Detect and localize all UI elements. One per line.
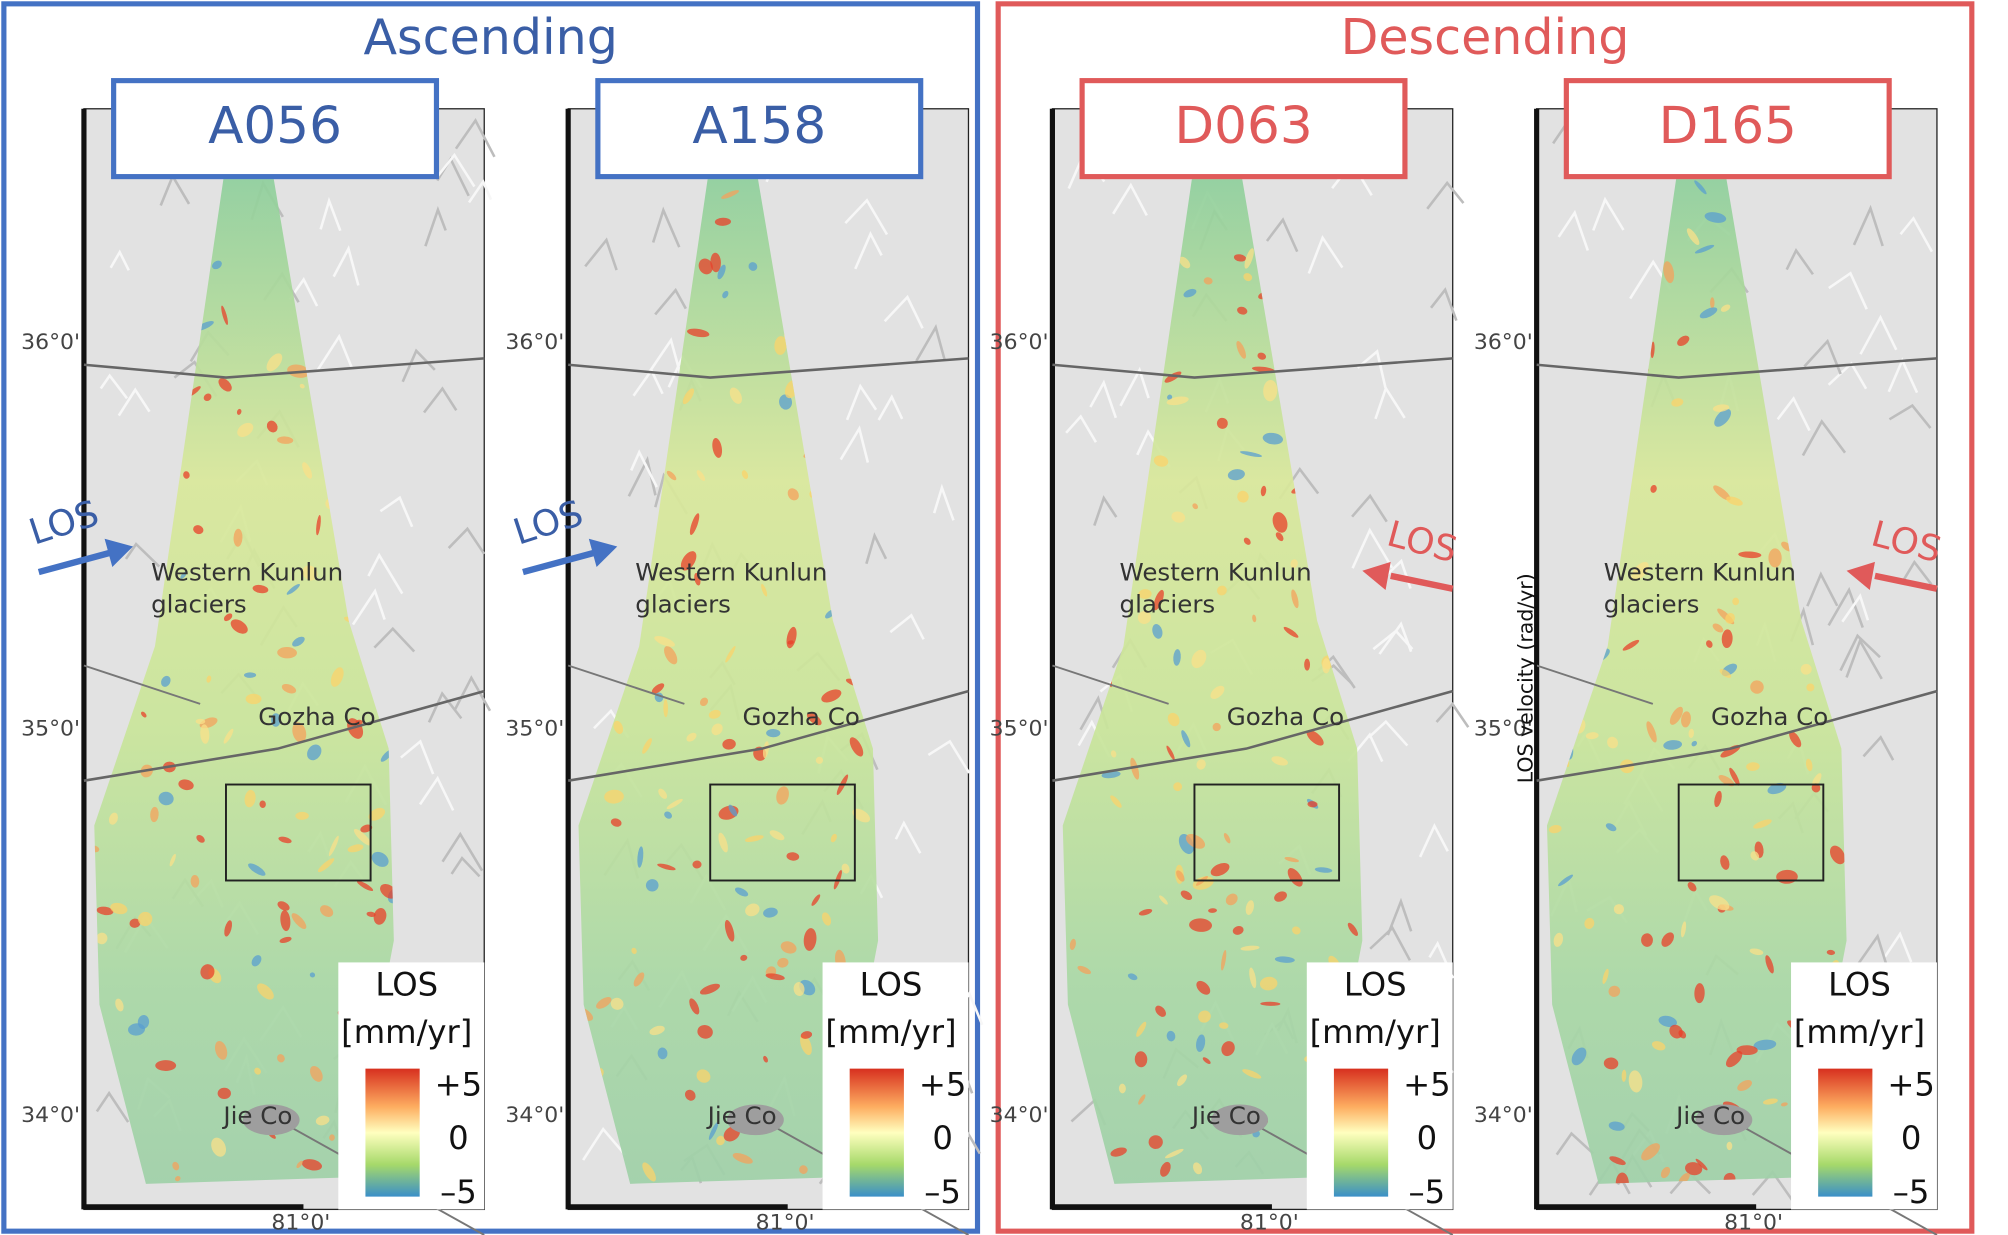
place-label: Western Kunlun — [635, 557, 827, 586]
legend-unit: [mm/yr] — [825, 1013, 956, 1051]
velocity-blob — [1732, 598, 1739, 606]
panel-title: D063 — [1174, 96, 1312, 156]
color-bar — [850, 1069, 904, 1197]
place-label: glaciers — [1120, 589, 1216, 618]
color-bar — [1818, 1069, 1872, 1197]
color-bar-tick: +5 — [435, 1066, 483, 1104]
axis-title: LOS velocity (rad/yr) — [1513, 573, 1537, 783]
velocity-blob — [1304, 659, 1310, 671]
group-title: Ascending — [363, 9, 617, 66]
map-panel: 36°0' 35°0' 34°0' 81°0' Western Kunlun glacie… — [505, 81, 982, 1235]
legend-unit: [mm/yr] — [1794, 1013, 1925, 1051]
latitude-label: 36°0' — [505, 330, 564, 355]
panel-title: A056 — [208, 96, 342, 156]
legend-unit: [mm/yr] — [341, 1013, 472, 1051]
legend-title: LOS — [375, 966, 438, 1004]
latitude-label: 34°0' — [1474, 1103, 1533, 1128]
color-bar — [365, 1069, 419, 1197]
place-label: Jie Co — [706, 1101, 777, 1130]
color-bar — [1334, 1069, 1388, 1197]
figure: 36°0' 35°0' 34°0' 81°0' Western Kunlun glacie… — [0, 0, 2008, 1235]
place-label: glaciers — [151, 589, 247, 618]
latitude-label: 35°0' — [21, 717, 80, 742]
latitude-label: 34°0' — [505, 1103, 564, 1128]
latitude-label: 35°0' — [990, 717, 1049, 742]
color-bar-tick: –5 — [440, 1173, 477, 1211]
place-label: glaciers — [1604, 589, 1700, 618]
color-bar-tick: –5 — [1893, 1173, 1930, 1211]
color-bar-tick: 0 — [1901, 1119, 1922, 1157]
color-bar-tick: +5 — [919, 1066, 967, 1104]
legend-title: LOS — [1828, 966, 1891, 1004]
color-bar-tick: –5 — [1409, 1173, 1446, 1211]
group-title: Descending — [1341, 9, 1630, 66]
color-bar-tick: 0 — [448, 1119, 469, 1157]
legend-title: LOS — [860, 966, 923, 1004]
map-panel: 36°0'35°0'34°0'81°0'Western Kunlunglacie… — [1474, 81, 1946, 1235]
place-label: Gozha Co — [742, 702, 859, 731]
latitude-label: 34°0' — [21, 1103, 80, 1128]
place-label: Western Kunlun — [1604, 557, 1796, 586]
place-label: Western Kunlun — [151, 557, 343, 586]
place-label: glaciers — [635, 589, 731, 618]
place-label: Gozha Co — [258, 702, 375, 731]
latitude-label: 36°0' — [990, 330, 1049, 355]
longitude-label: 81°0' — [756, 1211, 815, 1235]
longitude-label: 81°0' — [1240, 1211, 1299, 1235]
color-bar-tick: +5 — [1403, 1066, 1451, 1104]
place-label: Western Kunlun — [1120, 557, 1312, 586]
color-bar-tick: +5 — [1887, 1066, 1935, 1104]
velocity-blob — [295, 812, 309, 820]
place-label: Gozha Co — [1711, 702, 1828, 731]
color-bar-tick: 0 — [1417, 1119, 1438, 1157]
figure-content: 36°0' 35°0' 34°0' 81°0' Western Kunlun glacie… — [4, 4, 1972, 1235]
color-bar-tick: 0 — [932, 1119, 953, 1157]
panel-title: A158 — [692, 96, 826, 156]
place-label: Gozha Co — [1227, 702, 1344, 731]
velocity-blob — [218, 1088, 231, 1099]
latitude-label: 35°0' — [505, 717, 564, 742]
map-panel: 36°0' 35°0' 34°0' 81°0' Western Kunlun glacie… — [21, 81, 494, 1235]
velocity-blob — [1710, 297, 1715, 308]
latitude-label: 34°0' — [990, 1103, 1049, 1128]
legend-title: LOS — [1344, 966, 1407, 1004]
legend-unit: [mm/yr] — [1310, 1013, 1441, 1051]
velocity-blob — [155, 1060, 176, 1071]
panel-title: D165 — [1659, 96, 1797, 156]
latitude-label: 36°0' — [21, 330, 80, 355]
map-panel: 36°0' 35°0' 34°0' 81°0' Western Kunlun glacie… — [990, 81, 1469, 1235]
longitude-label: 81°0' — [271, 1211, 330, 1235]
place-label: Jie Co — [221, 1101, 292, 1130]
place-label: Jie Co — [1190, 1101, 1261, 1130]
latitude-label: 36°0' — [1474, 330, 1533, 355]
color-bar-tick: –5 — [924, 1173, 961, 1211]
place-label: Jie Co — [1674, 1101, 1745, 1130]
longitude-label: 81°0' — [1724, 1211, 1783, 1235]
